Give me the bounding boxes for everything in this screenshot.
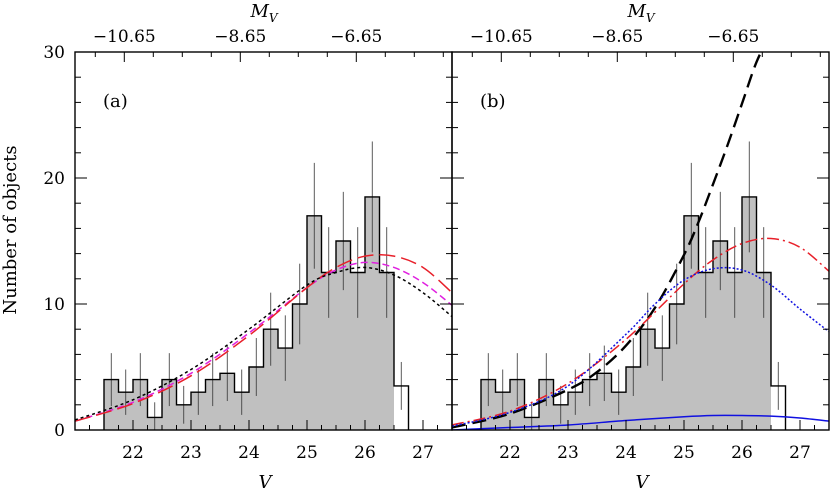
histogram-bar (727, 272, 742, 430)
histogram-bar (684, 215, 699, 430)
x-tick-label: 22 (122, 443, 144, 463)
y-tick-label: 0 (54, 421, 65, 441)
x-tick-label: 25 (296, 443, 318, 463)
y-axis-title: Number of objects (0, 145, 21, 314)
x-tick-label: 27 (789, 443, 811, 463)
histogram-bar (597, 373, 612, 430)
model-curves (452, 52, 829, 430)
histogram-bar (756, 272, 771, 430)
model-curves (75, 253, 452, 422)
histogram-bar (713, 241, 728, 430)
model-curve-magenta-dashed (75, 261, 452, 422)
top-tick-label: −6.65 (707, 27, 759, 47)
top-axis-title: MV (249, 1, 278, 25)
model-curve-red-long-dashed (75, 253, 452, 422)
histogram-bar (626, 367, 641, 430)
histogram-bar (263, 329, 278, 430)
x-tick-label: 23 (180, 443, 202, 463)
model-curve-black-dashed (452, 52, 763, 429)
top-axis-title: MV (626, 1, 655, 25)
top-tick-label: −10.65 (93, 27, 156, 47)
histogram-bar (220, 373, 235, 430)
top-axis-title-subscript: V (269, 11, 279, 25)
top-tick-label: −6.65 (330, 27, 382, 47)
histogram-bar (655, 348, 670, 430)
top-tick-label: −8.65 (591, 27, 643, 47)
histogram-bar (698, 272, 713, 430)
x-tick-label: 23 (557, 443, 579, 463)
histogram-bar (307, 215, 322, 430)
x-axis-title: V (259, 472, 274, 493)
histogram-bar (249, 367, 264, 430)
panel-label: (a) (103, 91, 128, 112)
top-tick-label: −10.65 (470, 27, 533, 47)
x-tick-label: 26 (354, 443, 376, 463)
panel-b: 22 23 24 25 26 27−10.65 −8.65 −6.65(b)VMV (451, 1, 830, 493)
model-curve-black-dotted (75, 266, 452, 421)
top-axis-title-subscript: V (646, 11, 656, 25)
histogram-bar (321, 272, 336, 430)
x-axis-title: V (636, 472, 651, 493)
x-tick-label: 22 (499, 443, 521, 463)
histogram-bar (669, 304, 684, 430)
y-tick-label: 10 (43, 295, 65, 315)
panel-label: (b) (480, 91, 506, 112)
histogram-bar (742, 196, 757, 430)
y-tick-label: 20 (43, 169, 65, 189)
model-curve-blue-dotted (452, 266, 829, 427)
histogram-bar (350, 272, 365, 430)
x-tick-label: 27 (412, 443, 434, 463)
histogram-bar (336, 241, 351, 430)
x-tick-label: 25 (673, 443, 695, 463)
histogram-bar (379, 272, 394, 430)
y-tick-label: 30 (43, 43, 65, 63)
histogram-bar (640, 329, 655, 430)
panel-a: 22 23 24 25 26 27−10.65 −8.65 −6.650102030(a)VM… (43, 1, 453, 493)
histogram-bar (292, 304, 307, 430)
top-tick-label: −8.65 (214, 27, 266, 47)
x-tick-label: 24 (238, 443, 260, 463)
x-tick-label: 26 (731, 443, 753, 463)
histogram-outline (103, 196, 410, 430)
x-tick-label: 24 (615, 443, 637, 463)
histogram-bar (278, 348, 293, 430)
histogram-outline (480, 196, 787, 430)
